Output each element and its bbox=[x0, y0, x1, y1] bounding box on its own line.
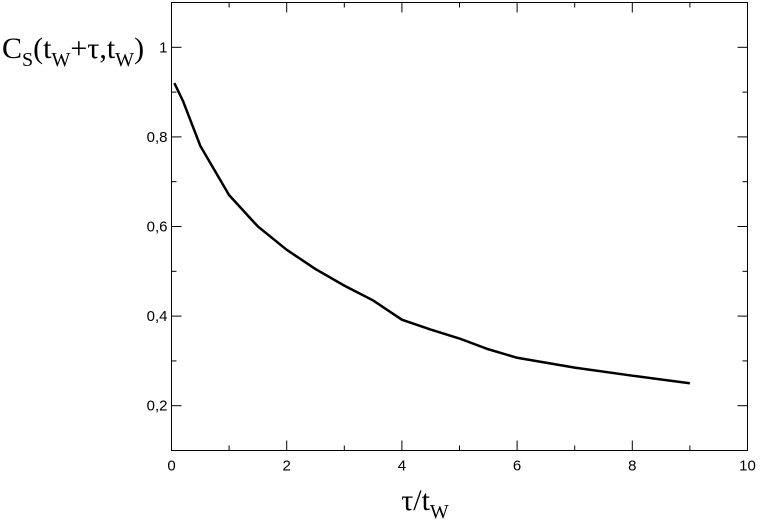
y-tick-label: 0,2 bbox=[147, 398, 168, 415]
x-tick-label: 0 bbox=[167, 458, 175, 475]
x-tick-label: 4 bbox=[398, 458, 406, 475]
label-part: C bbox=[2, 32, 22, 65]
x-tick-label: 2 bbox=[283, 458, 291, 475]
y-tick-label: 0,6 bbox=[147, 219, 168, 236]
y-tick-label: 1 bbox=[159, 39, 167, 56]
x-axis-label: τ/tW bbox=[401, 484, 449, 523]
y-tick-label: 0,4 bbox=[147, 308, 168, 325]
x-tick-label: 6 bbox=[513, 458, 521, 475]
label-part: +τ,t bbox=[70, 32, 115, 65]
data-line bbox=[173, 82, 691, 385]
x-tick-label: 8 bbox=[628, 458, 636, 475]
y-tick-label: 0,8 bbox=[147, 129, 168, 146]
label-part: W bbox=[430, 501, 449, 523]
label-part: τ/t bbox=[401, 484, 430, 517]
label-part: W bbox=[51, 49, 70, 71]
x-tick-label: 10 bbox=[739, 458, 756, 475]
label-part: S bbox=[22, 49, 33, 71]
label-part: W bbox=[115, 49, 134, 71]
y-axis-label: CS(tW+τ,tW) bbox=[2, 32, 144, 71]
label-part: ) bbox=[134, 32, 144, 65]
label-part: (t bbox=[33, 32, 52, 65]
